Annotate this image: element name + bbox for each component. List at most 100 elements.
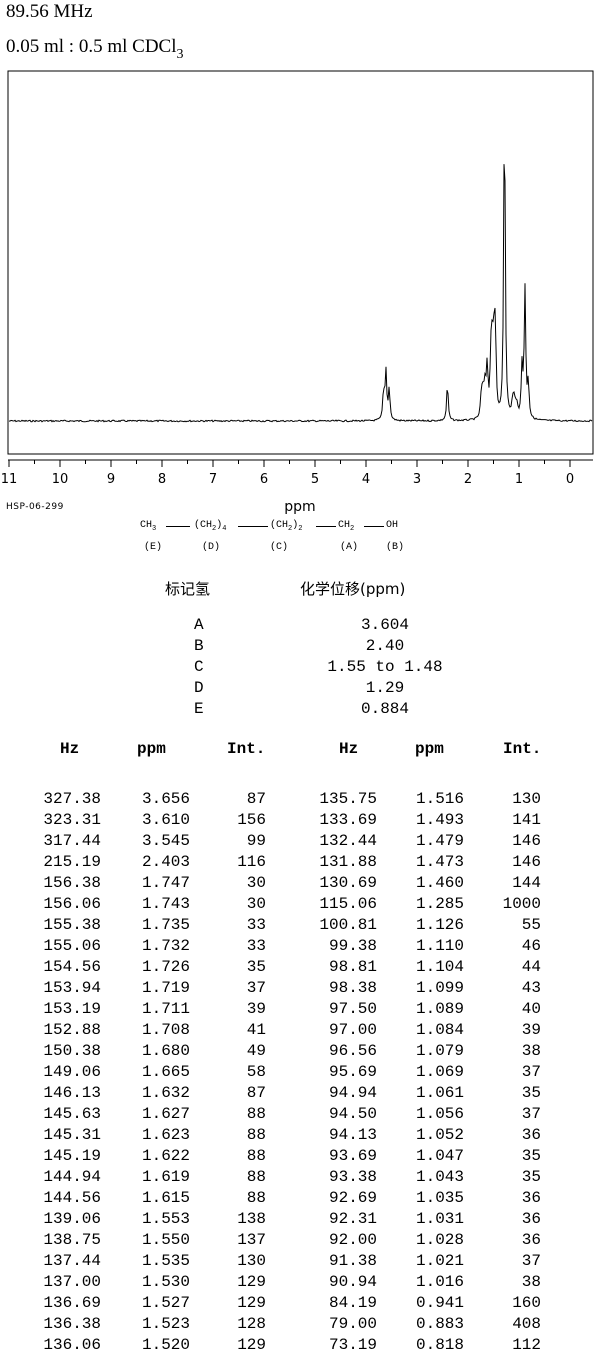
cell-int: 129	[237, 1294, 266, 1312]
cell-int: 39	[246, 1000, 266, 1018]
assignment-letter: E	[194, 700, 204, 718]
cell-hz: 155.38	[43, 916, 101, 934]
group-c-sub: 2	[288, 525, 293, 533]
cell-hz: 99.38	[328, 937, 377, 955]
x-axis-title: ppm	[284, 499, 315, 515]
cell-ppm: 1.285	[415, 895, 464, 913]
cell-int: 30	[246, 895, 266, 913]
sample-text: 0.05 ml : 0.5 ml CDCl	[6, 36, 177, 57]
x-tick-label: 7	[209, 472, 217, 487]
group-a-main: CH	[338, 520, 351, 531]
col-header-ppm-right: ppm	[415, 740, 444, 758]
cell-hz: 149.06	[43, 1063, 101, 1081]
cell-ppm: 1.084	[415, 1021, 464, 1039]
x-tick-label: 1	[515, 472, 523, 487]
cell-ppm: 1.520	[141, 1336, 190, 1354]
cell-int: 1000	[502, 895, 541, 913]
cell-hz: 156.38	[43, 874, 101, 892]
label-d: (D)	[202, 542, 221, 553]
group-c: (CH2)2	[270, 520, 302, 533]
cell-int: 33	[246, 916, 266, 934]
cell-hz: 92.00	[328, 1231, 377, 1249]
cell-int: 408	[512, 1315, 541, 1333]
assignment-shift: 3.604	[360, 616, 409, 634]
cell-hz: 156.06	[43, 895, 101, 913]
cell-ppm: 1.479	[415, 832, 464, 850]
x-tick-label: 6	[260, 472, 268, 487]
assignment-header-shift: 化学位移(ppm)	[300, 580, 406, 598]
group-d-sub: 2	[212, 525, 217, 533]
label-e: (E)	[144, 542, 163, 553]
cell-ppm: 1.711	[141, 1000, 190, 1018]
cell-ppm: 0.941	[415, 1294, 464, 1312]
cell-hz: 90.94	[328, 1273, 377, 1291]
cell-ppm: 3.545	[141, 832, 190, 850]
cell-ppm: 1.553	[141, 1210, 190, 1228]
x-axis-minor-ticks	[34, 460, 545, 464]
cell-hz: 91.38	[328, 1252, 377, 1270]
cell-hz: 139.06	[43, 1210, 101, 1228]
cell-ppm: 1.735	[141, 916, 190, 934]
cell-int: 37	[521, 1063, 541, 1081]
bond-e-d	[166, 526, 190, 527]
x-tick-label: 2	[464, 472, 472, 487]
cell-int: 46	[521, 937, 541, 955]
cell-hz: 94.13	[328, 1126, 377, 1144]
assignment-shift: 1.55 to 1.48	[327, 658, 443, 676]
cell-ppm: 1.493	[415, 811, 464, 829]
cell-ppm: 0.818	[415, 1336, 464, 1354]
cell-int: 99	[246, 832, 266, 850]
x-axis-tick-labels: 11 10 9 8 7 6 5 4 3 2 1 0	[1, 472, 574, 487]
molecule-structure: CH3 (CH2)4 (CH2)2 CH2 OH (E) (D) (C) (A)…	[140, 518, 440, 558]
x-tick-label: 4	[362, 472, 370, 487]
nmr-spectrum-chart: 11 10 9 8 7 6 5 4 3 2 1 0 ppm	[1, 70, 594, 515]
cell-ppm: 1.035	[415, 1189, 464, 1207]
cell-int: 88	[246, 1168, 266, 1186]
cell-ppm: 1.052	[415, 1126, 464, 1144]
cell-hz: 93.69	[328, 1147, 377, 1165]
group-d-count: 4	[222, 525, 227, 533]
cell-hz: 136.06	[43, 1336, 101, 1354]
cell-hz: 73.19	[328, 1336, 377, 1354]
cell-int: 36	[521, 1231, 541, 1249]
cell-hz: 317.44	[43, 832, 101, 850]
cell-ppm: 1.665	[141, 1063, 190, 1081]
cell-hz: 215.19	[43, 853, 101, 871]
cell-hz: 145.63	[43, 1105, 101, 1123]
cell-hz: 146.13	[43, 1084, 101, 1102]
cell-hz: 155.06	[43, 937, 101, 955]
group-c-tail: )	[292, 520, 299, 531]
assignment-shift: 1.29	[365, 679, 405, 697]
cell-int: 141	[512, 811, 541, 829]
cell-int: 137	[237, 1231, 266, 1249]
cell-int: 112	[512, 1336, 541, 1354]
cell-hz: 138.75	[43, 1231, 101, 1249]
cell-hz: 84.19	[328, 1294, 377, 1312]
col-header-ppm-left: ppm	[137, 740, 166, 758]
cell-ppm: 1.031	[415, 1210, 464, 1228]
group-a-sub: 2	[350, 525, 355, 533]
cell-int: 88	[246, 1105, 266, 1123]
cell-int: 35	[521, 1168, 541, 1186]
cell-ppm: 1.623	[141, 1126, 190, 1144]
group-d-tail: )	[216, 520, 223, 531]
cell-hz: 144.56	[43, 1189, 101, 1207]
cell-ppm: 1.615	[141, 1189, 190, 1207]
group-e-sub: 3	[152, 525, 157, 533]
cell-ppm: 1.089	[415, 1000, 464, 1018]
cell-int: 35	[246, 958, 266, 976]
cell-ppm: 0.883	[415, 1315, 464, 1333]
cell-ppm: 1.530	[141, 1273, 190, 1291]
x-tick-label: 10	[52, 472, 69, 487]
cell-int: 116	[237, 853, 266, 871]
cell-int: 43	[521, 979, 541, 997]
group-c-main: (CH	[270, 520, 289, 531]
cell-hz: 92.31	[328, 1210, 377, 1228]
cell-int: 44	[521, 958, 541, 976]
cell-ppm: 1.126	[415, 916, 464, 934]
cell-int: 130	[512, 790, 541, 808]
sample-subscript: 3	[176, 47, 184, 62]
cell-hz: 130.69	[319, 874, 377, 892]
group-e-main: CH	[140, 520, 153, 531]
col-header-hz-left: Hz	[60, 740, 80, 758]
